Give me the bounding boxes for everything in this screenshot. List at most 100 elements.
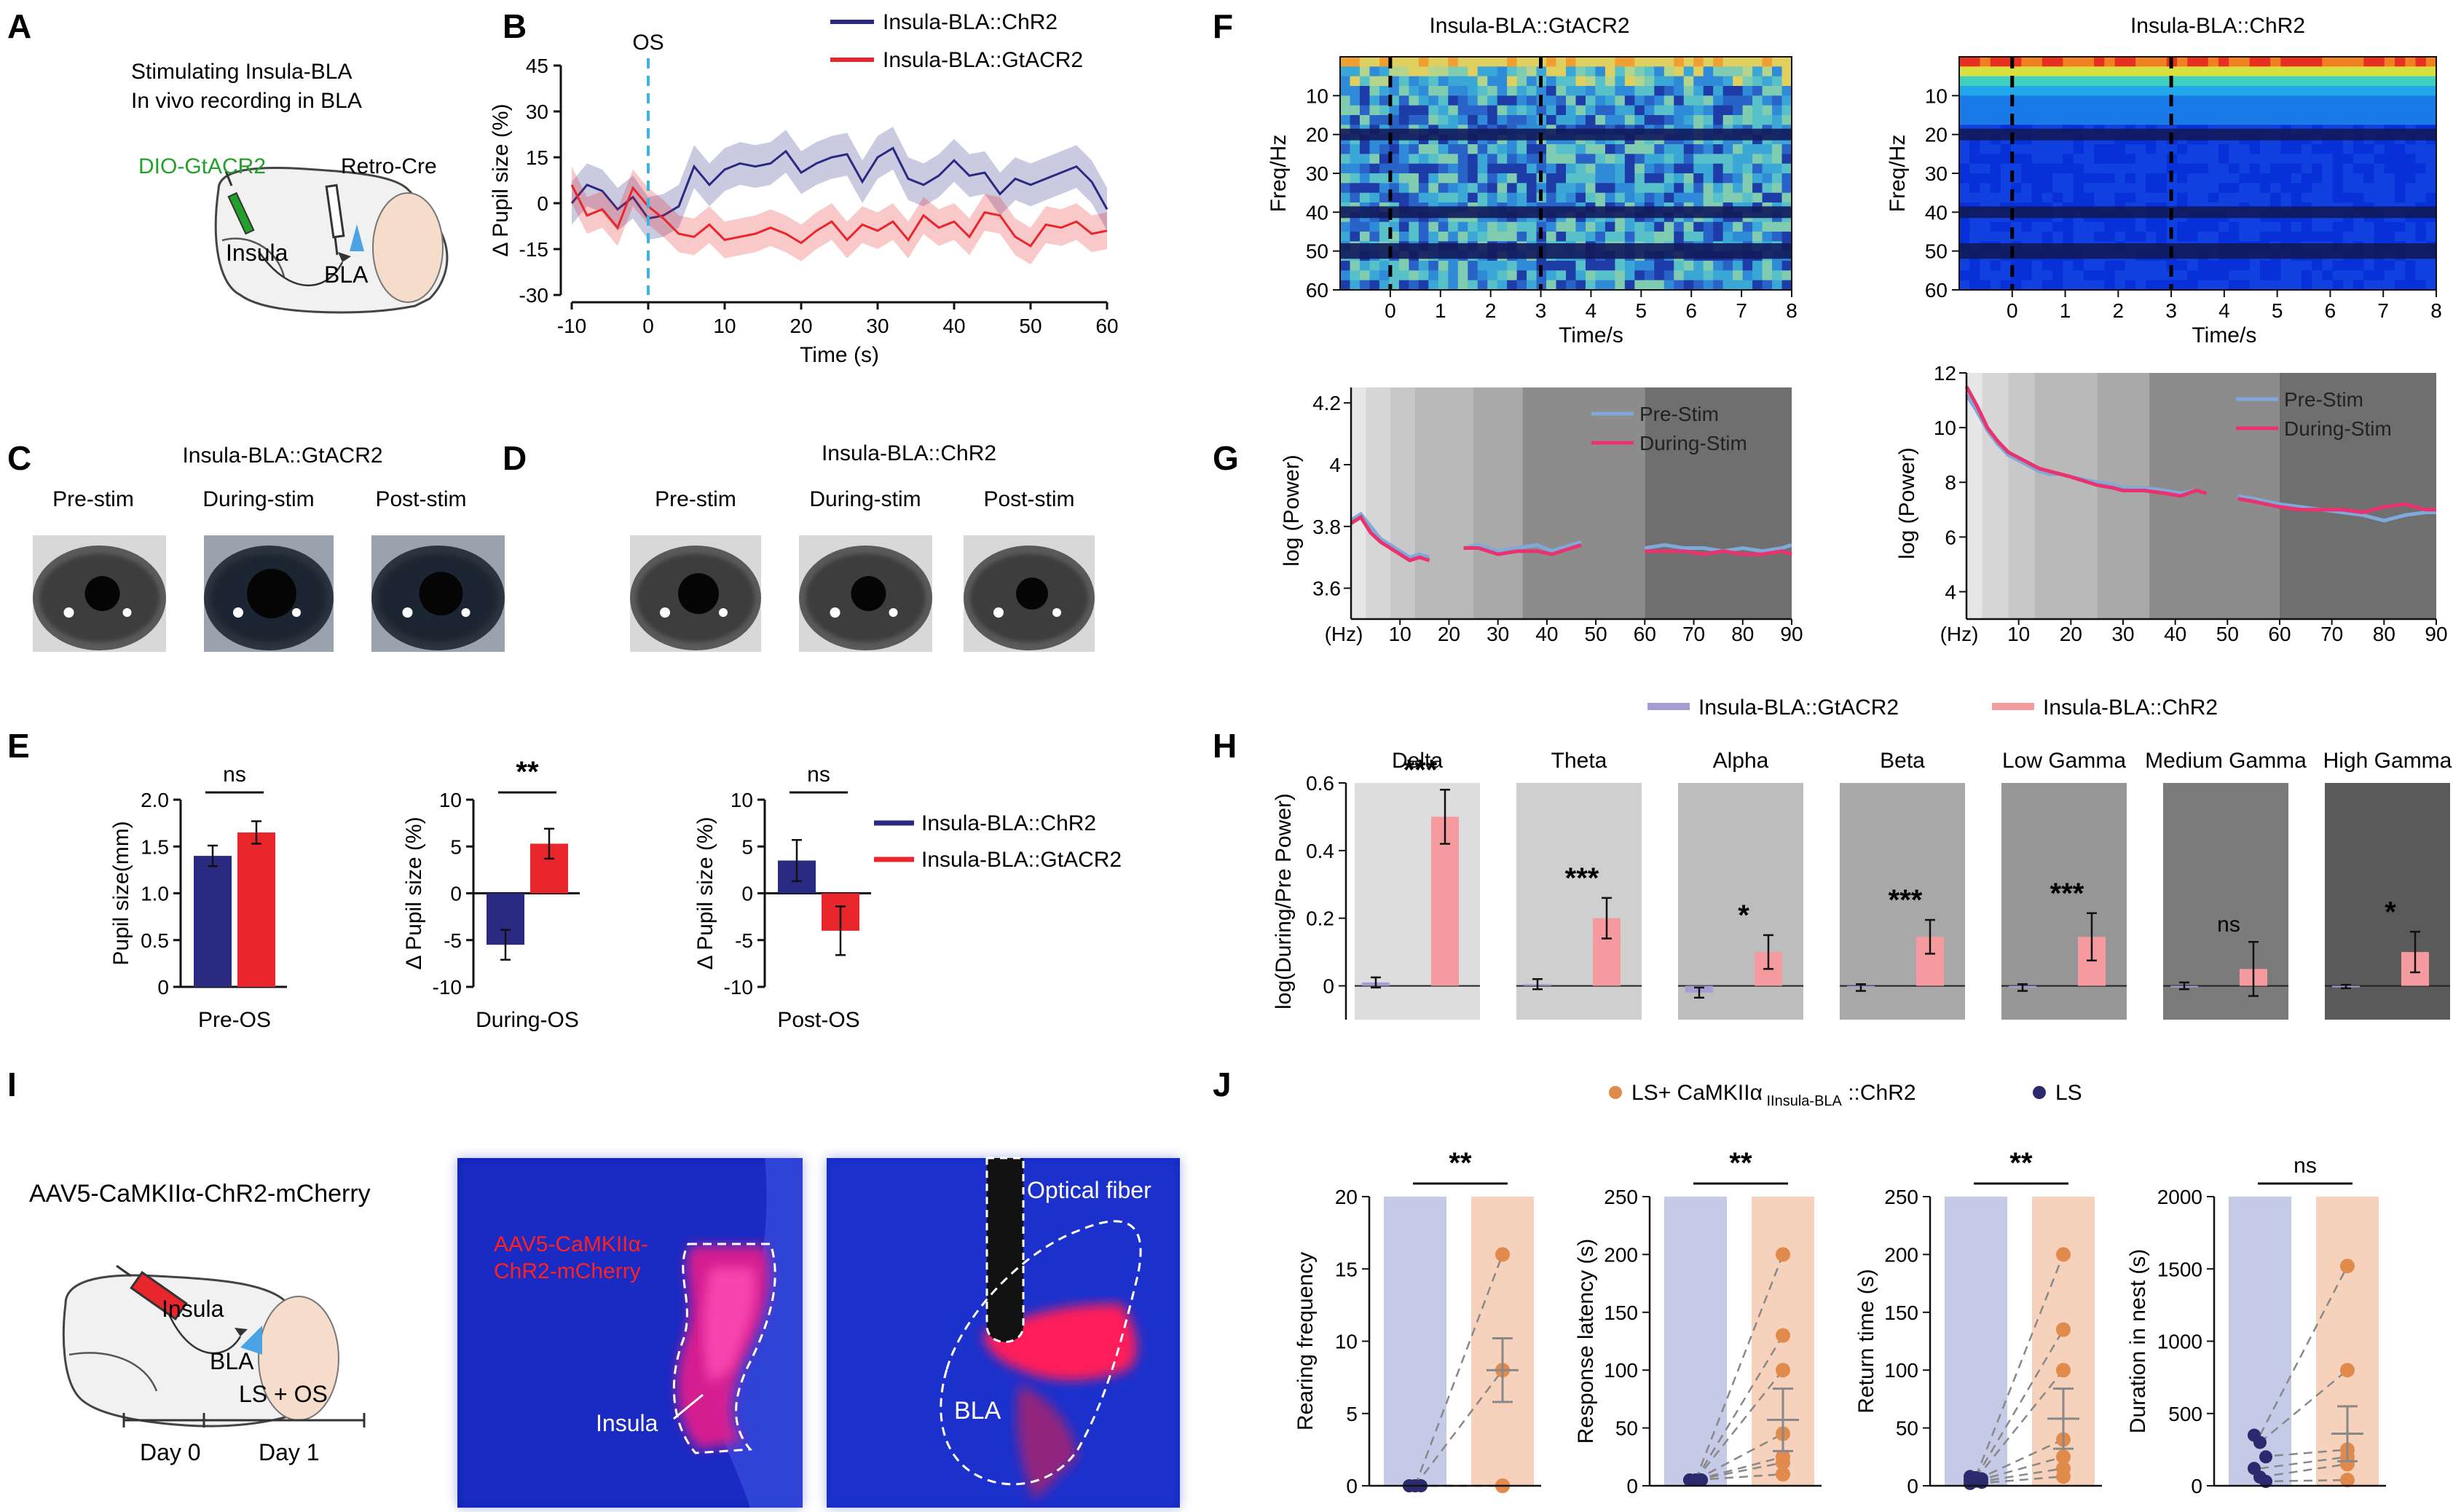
spectrogram-cell <box>1990 105 2001 116</box>
spectrogram-cell <box>1468 221 1479 232</box>
spectrogram-cell <box>2363 261 2375 271</box>
spectrogram-cell <box>2342 144 2354 154</box>
spectrogram-cell <box>2384 270 2395 281</box>
line-noise-band <box>1959 243 2436 259</box>
spectrogram-cell <box>1575 86 1586 96</box>
spectrogram-cell <box>2114 221 2126 232</box>
spectrogram-cell <box>1969 232 1981 242</box>
spectrogram-cell <box>2177 192 2188 203</box>
point-chr2 <box>2340 1259 2355 1274</box>
spectrogram-cell <box>2259 221 2271 232</box>
x-tick-label: 4 <box>1586 299 1597 322</box>
spectrogram-cell <box>1438 163 1449 174</box>
spectrogram-cell <box>1781 270 1792 281</box>
spectrogram-cell <box>1350 144 1361 154</box>
spectrogram-cell <box>2197 163 2209 174</box>
spectrogram-cell <box>1340 86 1351 96</box>
spectrogram-cell <box>1762 221 1773 232</box>
spectrogram-cell <box>2073 154 2084 165</box>
spectrogram-cell <box>2135 86 2146 96</box>
spectrogram-cell <box>1468 232 1479 242</box>
y-tick-label: 0.6 <box>1306 772 1334 795</box>
spectrogram-cell <box>1605 232 1615 242</box>
histology-fiber-label: Optical fiber <box>1027 1177 1151 1203</box>
spectrogram-cell <box>2249 261 2261 271</box>
pair-line <box>1695 1433 1784 1481</box>
spectrogram-cell <box>1605 163 1615 174</box>
spectrogram-cell <box>1722 232 1733 242</box>
histology-region-insula: Insula <box>596 1410 658 1436</box>
spectrogram-cell <box>1674 144 1685 154</box>
spectrogram-cell <box>1644 183 1655 194</box>
spectrogram-cell <box>2031 280 2043 291</box>
spectrogram-cell <box>1634 261 1645 271</box>
spectrogram-cell <box>1487 95 1498 106</box>
spectrogram-cell <box>1634 57 1645 67</box>
spectrogram-cell <box>1428 192 1439 203</box>
spectrogram-cell <box>2342 115 2354 125</box>
spectrogram-cell <box>1428 163 1439 174</box>
spectrogram-cell <box>2312 66 2323 77</box>
spectrogram-cell <box>1663 95 1674 106</box>
spectrogram-cell <box>1990 280 2001 291</box>
spectrogram-cell <box>2312 76 2323 87</box>
band-shade <box>1966 373 1983 619</box>
spectrogram-cell <box>2083 280 2095 291</box>
spectrogram-cell <box>1980 57 1991 67</box>
spectrogram-cell <box>1340 115 1351 125</box>
spectrogram-cell <box>1457 270 1468 281</box>
spectrogram-cell <box>1477 95 1488 106</box>
spectrogram-cell <box>2094 163 2105 174</box>
spectrogram-cell <box>1546 105 1557 116</box>
spectrogram-cell <box>2208 163 2219 174</box>
spectrogram-cell <box>2322 280 2334 291</box>
spectrogram-cell <box>1959 221 1970 232</box>
spectrogram-cell <box>2384 86 2395 96</box>
spectrogram-cell <box>1389 66 1400 77</box>
spectrogram-cell <box>1969 66 1981 77</box>
spectrogram-cell <box>2197 270 2209 281</box>
spectrogram-cell <box>1398 173 1409 184</box>
spectrogram-cell <box>1713 280 1724 291</box>
spectrogram-cell <box>1398 154 1409 165</box>
point-chr2 <box>2056 1449 2071 1465</box>
spectrogram-cell <box>1959 144 1970 154</box>
spectrogram-cell <box>1605 115 1615 125</box>
spectrogram-cell <box>1418 261 1429 271</box>
spectrogram-cell <box>2374 86 2385 96</box>
spectrogram-cell <box>2197 86 2209 96</box>
spectrogram-cell <box>1615 115 1626 125</box>
band-name: Beta <box>1880 749 1925 773</box>
spectrogram-cell <box>2083 163 2095 174</box>
spectrogram-cell <box>2125 57 2136 67</box>
spectrogram-cell <box>2208 221 2219 232</box>
x-axis-unit: (Hz) <box>1325 623 1363 645</box>
spectrogram-cell <box>2332 115 2344 125</box>
spectrogram-cell <box>2208 115 2219 125</box>
spectrogram-cell <box>1409 163 1420 174</box>
spectrogram-cell <box>2197 221 2209 232</box>
spectrogram-cell <box>1693 105 1704 116</box>
y-tick-label: 0 <box>741 883 753 905</box>
spectrogram-cell <box>1497 144 1508 154</box>
legend-label-0: Pre-Stim <box>1639 403 1719 425</box>
x-tick-label: 7 <box>1736 299 1747 322</box>
spectrogram-cell <box>1733 115 1744 125</box>
spectrogram-cell <box>2187 144 2199 154</box>
spectrogram-cell <box>2187 221 2199 232</box>
spectrogram-cell <box>2374 173 2385 184</box>
spectrogram-cell <box>2259 95 2271 106</box>
spectrogram-cell <box>2395 261 2406 271</box>
x-tick-label: 0 <box>642 315 654 337</box>
spectrogram-cell <box>1536 86 1547 96</box>
spectrogram-cell <box>1379 105 1390 116</box>
spectrogram-cell <box>1379 280 1390 291</box>
spectrogram-cell <box>2156 66 2167 77</box>
spectrogram-cell <box>2187 232 2199 242</box>
spectrogram-cell <box>1595 86 1606 96</box>
spectrogram-cell <box>1487 261 1498 271</box>
spectrogram-cell <box>1477 57 1488 67</box>
spectrogram-cell <box>2041 232 2053 242</box>
